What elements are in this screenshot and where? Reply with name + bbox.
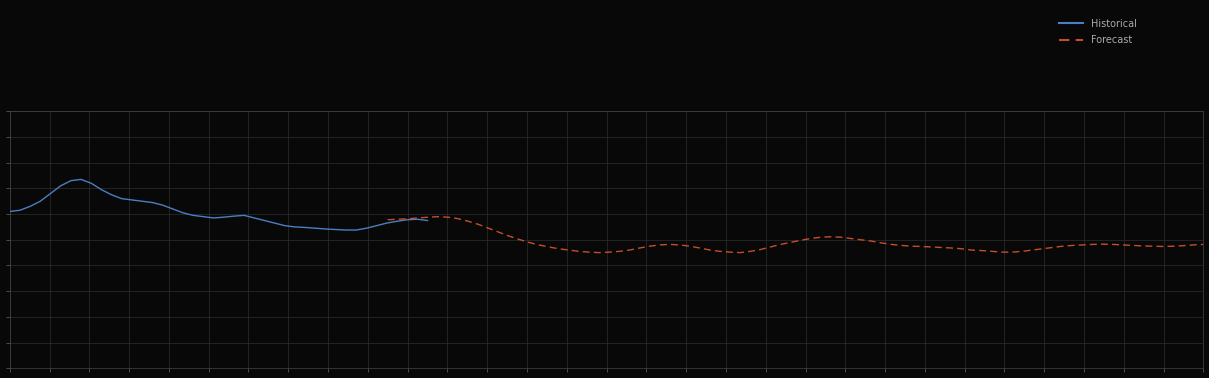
- Legend: Historical, Forecast: Historical, Forecast: [1059, 19, 1136, 45]
